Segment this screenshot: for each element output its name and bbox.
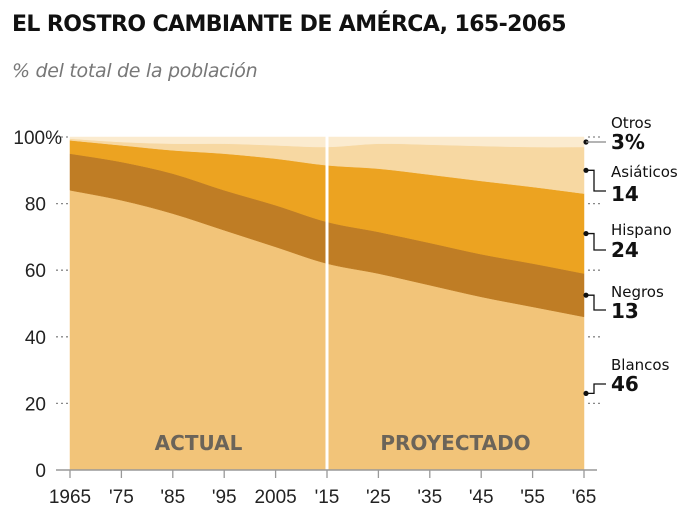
period-labels: ACTUAL PROYECTADO bbox=[155, 431, 531, 455]
end-label-value: 46 bbox=[611, 372, 639, 396]
x-tick-label: 2005 bbox=[254, 487, 296, 508]
x-tick-label: '25 bbox=[366, 487, 391, 508]
y-tick-label: 40 bbox=[25, 328, 46, 349]
end-label-value: 24 bbox=[611, 238, 639, 262]
connector-line bbox=[586, 383, 606, 395]
connector-line bbox=[586, 232, 606, 251]
end-label-name: Hispano bbox=[611, 221, 672, 239]
end-label-name: Blancos bbox=[611, 356, 670, 374]
x-tick-label: '95 bbox=[212, 487, 237, 508]
x-tick-label: '75 bbox=[109, 487, 134, 508]
x-tick-label: '35 bbox=[417, 487, 442, 508]
x-tick-label: '45 bbox=[469, 487, 494, 508]
period-label-actual: ACTUAL bbox=[155, 431, 243, 455]
period-label-proyectado: PROYECTADO bbox=[380, 431, 530, 455]
y-tick-label: 20 bbox=[25, 394, 46, 415]
chart-title: EL ROSTRO CAMBIANTE DE AMÉRCA, 165-2065 bbox=[12, 12, 567, 37]
y-tick-label: 0 bbox=[35, 461, 46, 482]
end-label-name: Otros bbox=[611, 114, 652, 132]
y-tick-label: 80 bbox=[25, 195, 46, 216]
connector-line bbox=[586, 169, 606, 192]
x-tick-label: '85 bbox=[160, 487, 185, 508]
end-label-name: Asiáticos bbox=[611, 163, 678, 181]
x-tick-label: 1965 bbox=[49, 487, 91, 508]
x-tick-label: '15 bbox=[315, 487, 340, 508]
chart-subtitle: % del total de la población bbox=[12, 60, 258, 82]
x-tick-label: '65 bbox=[572, 487, 597, 508]
connector-line bbox=[586, 294, 606, 311]
x-tick-label: '55 bbox=[520, 487, 545, 508]
y-tick-label: 60 bbox=[25, 261, 46, 282]
end-label-value: 3% bbox=[611, 130, 645, 154]
x-axis: 1965 '75 '85 '95 2005 '15 '25 '35 '45 '55 '65 bbox=[49, 470, 597, 508]
y-tick-label: 100% bbox=[13, 128, 62, 149]
end-label-value: 14 bbox=[611, 182, 639, 206]
end-label-name: Negros bbox=[611, 283, 664, 301]
end-label-value: 13 bbox=[611, 299, 639, 323]
